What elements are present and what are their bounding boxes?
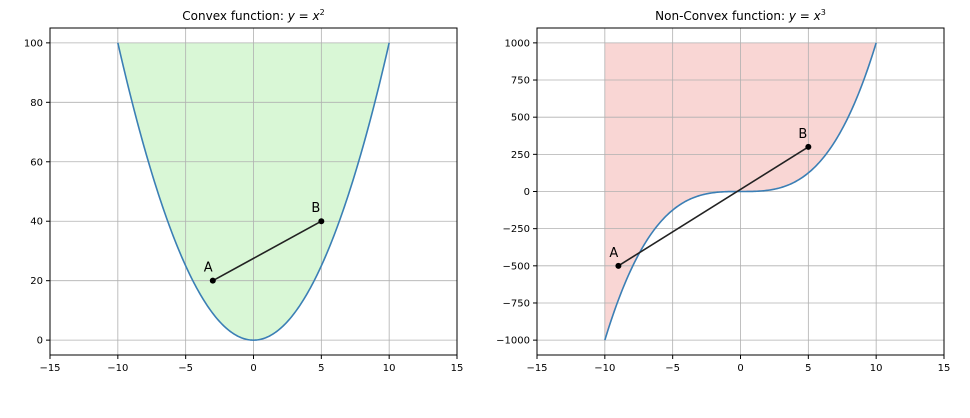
title-exponent: 3 xyxy=(821,8,826,17)
point-a-marker xyxy=(615,262,622,269)
x-tick-label: −10 xyxy=(107,363,128,374)
y-tick-label: 100 xyxy=(24,38,43,49)
title-equals: = xyxy=(796,9,814,23)
point-b-label: B xyxy=(798,127,807,142)
y-tick-label: 500 xyxy=(511,113,530,124)
x-tick-label: 15 xyxy=(451,363,464,374)
y-tick-label: −250 xyxy=(503,224,530,235)
title-equals: = xyxy=(295,9,313,23)
chord-line xyxy=(212,220,322,282)
x-tick-label: 0 xyxy=(737,363,743,374)
title-var-y: y xyxy=(287,9,296,23)
point-b-marker xyxy=(805,143,812,150)
point-b-marker xyxy=(318,218,325,225)
point-a-label: A xyxy=(204,261,213,276)
title-var-x: x xyxy=(312,9,321,23)
x-tick-label: −15 xyxy=(39,363,60,374)
y-tick-label: 20 xyxy=(30,276,43,287)
function-curve xyxy=(117,42,390,341)
chart-title: Convex function: y = x2 xyxy=(182,8,324,23)
x-tick-label: 15 xyxy=(938,363,951,374)
function-curve xyxy=(604,42,877,341)
y-tick-label: −500 xyxy=(503,261,530,272)
chart-title: Non-Convex function: y = x3 xyxy=(655,8,826,23)
convex-chart: A B −15 −10 −5 0 5 10 15 0 20 40 60 80 100 Convex funct… xyxy=(24,8,463,374)
title-exponent: 2 xyxy=(320,8,325,17)
x-tick-label: −5 xyxy=(665,363,680,374)
title-text: Convex function: xyxy=(182,9,287,23)
y-tick-label: −1000 xyxy=(496,336,530,347)
y-tick-label: 0 xyxy=(524,187,530,198)
title-text: Non-Convex function: xyxy=(655,9,789,23)
y-tick-label: −750 xyxy=(503,298,530,309)
x-tick-label: 0 xyxy=(250,363,256,374)
point-a-label: A xyxy=(609,246,618,261)
point-a-marker xyxy=(209,277,216,284)
title-var-x: x xyxy=(813,9,822,23)
y-tick-label: 250 xyxy=(511,150,530,161)
non-convex-chart: A B −15 −10 −5 0 5 10 15 −1000 −750 −500 −250 0 250 500… xyxy=(496,8,950,374)
point-b-label: B xyxy=(311,201,320,216)
y-tick-label: 1000 xyxy=(505,38,530,49)
chord-line xyxy=(617,146,809,267)
x-tick-label: −10 xyxy=(594,363,615,374)
y-tick-label: 40 xyxy=(30,217,43,228)
x-tick-label: −5 xyxy=(178,363,193,374)
y-tick-label: 750 xyxy=(511,76,530,87)
x-tick-label: 5 xyxy=(318,363,324,374)
x-tick-label: 10 xyxy=(383,363,396,374)
x-tick-label: 5 xyxy=(805,363,811,374)
y-tick-label: 60 xyxy=(30,157,43,168)
x-tick-label: −15 xyxy=(526,363,547,374)
y-tick-label: 80 xyxy=(30,98,43,109)
y-tick-label: 0 xyxy=(37,336,43,347)
title-var-y: y xyxy=(788,9,797,23)
x-tick-label: 10 xyxy=(870,363,883,374)
